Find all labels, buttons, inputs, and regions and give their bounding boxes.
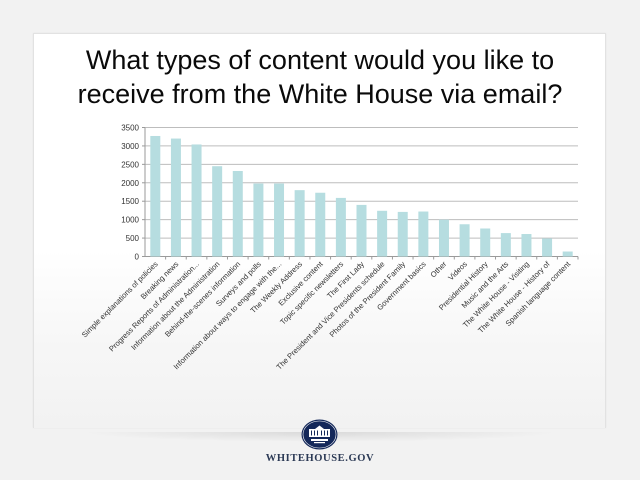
y-tick-label: 2500 <box>121 160 139 169</box>
bar <box>232 170 243 257</box>
title-line-2: receive from the White House via email? <box>77 79 563 109</box>
y-tick-label: 0 <box>135 253 140 262</box>
y-tick-label: 1000 <box>121 216 139 225</box>
title-line-1: What types of content would you like to <box>85 45 555 75</box>
slide-title: What types of content would you like to … <box>40 43 600 111</box>
bar <box>356 204 367 257</box>
bar <box>500 233 511 257</box>
bar <box>191 144 202 257</box>
y-tick-label: 2000 <box>121 179 139 188</box>
y-tick-label: 3500 <box>121 124 139 133</box>
y-tick-label: 3000 <box>121 142 139 151</box>
bar <box>542 238 553 257</box>
site-name: WHITEHOUSE.GOV <box>265 453 375 464</box>
bar <box>335 197 346 257</box>
y-tick-label: 1500 <box>121 197 139 206</box>
bar <box>315 192 326 257</box>
x-tick-label: Progress Reports of Administration... <box>107 260 201 354</box>
bar <box>377 210 388 257</box>
y-tick-label: 500 <box>126 234 140 243</box>
bar <box>253 183 264 257</box>
bar <box>150 135 161 257</box>
white-house-seal-icon <box>301 419 338 450</box>
bar <box>294 190 305 257</box>
bar <box>170 138 181 257</box>
bar <box>521 234 532 257</box>
bar <box>212 166 223 257</box>
bar <box>562 251 573 257</box>
bar <box>397 211 408 257</box>
bar <box>480 228 491 257</box>
bar <box>274 183 285 257</box>
bar <box>418 211 429 257</box>
bar <box>438 219 449 257</box>
bar <box>459 224 470 257</box>
